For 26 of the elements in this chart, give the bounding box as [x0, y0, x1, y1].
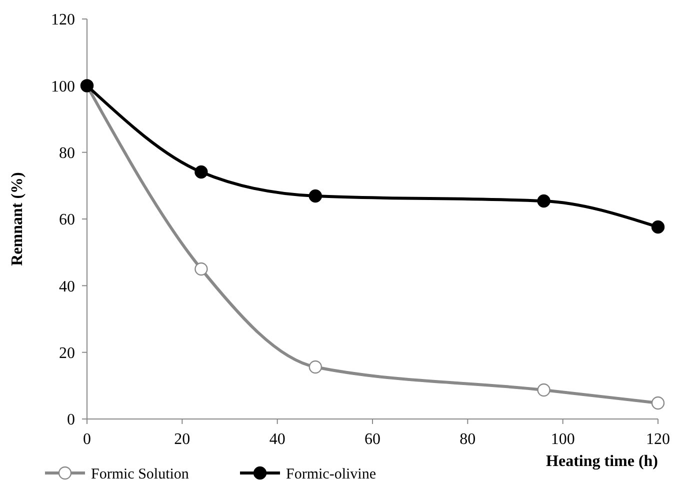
point [537, 194, 550, 208]
y-tick-label: 0 [67, 412, 75, 429]
point [651, 220, 665, 234]
point [194, 262, 208, 276]
y-tick-label: 120 [51, 12, 75, 29]
legend-label: Formic Solution [91, 466, 190, 482]
x-tick-label: 80 [460, 431, 476, 448]
y-axis-title: Remnant (%) [9, 172, 26, 266]
y-tick-label: 20 [59, 344, 75, 362]
point [308, 189, 322, 203]
y-tick-label: 60 [59, 212, 75, 229]
point [308, 360, 322, 374]
point [651, 396, 665, 410]
x-tick-label: 40 [269, 431, 286, 448]
x-tick-label: 100 [550, 431, 575, 448]
x-axis-title: Heating time (h) [546, 453, 658, 470]
point [194, 165, 208, 179]
x-tick-label: 60 [364, 431, 380, 448]
y-tick-label: 40 [59, 278, 75, 296]
y-tick-label: 100 [51, 78, 75, 96]
x-tick-label: 0 [83, 431, 91, 448]
x-tick-label: 120 [646, 431, 670, 448]
y-tick-label: 80 [59, 144, 75, 162]
x-tick-label: 20 [174, 431, 190, 448]
legend-label: Formic-olivine [286, 466, 376, 482]
point [537, 383, 550, 397]
